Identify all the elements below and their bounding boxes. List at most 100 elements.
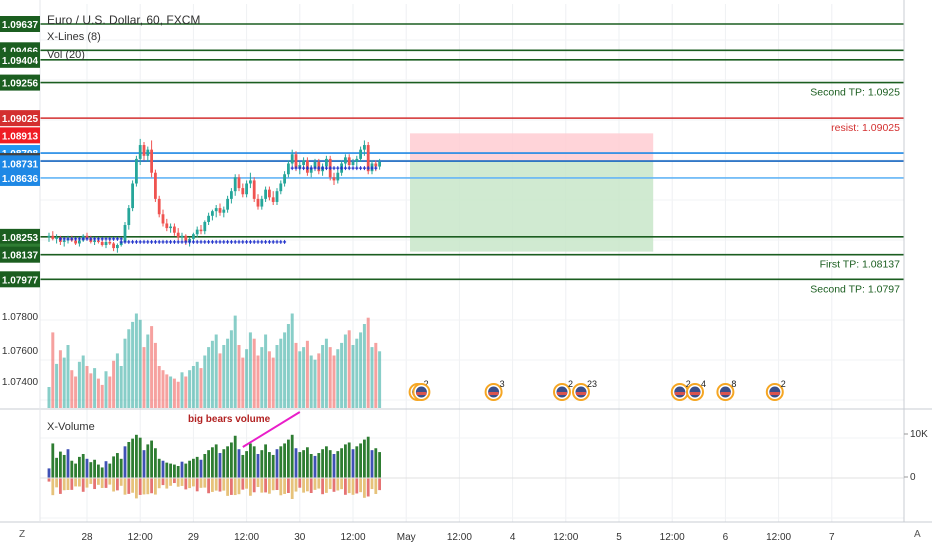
xvolume-bear-bar (161, 478, 165, 486)
xvolume-bear-bar (271, 478, 275, 491)
xvolume-bull-bar (256, 454, 260, 478)
candle-body (344, 157, 347, 164)
event-count: 8 (731, 379, 736, 389)
candle-body (245, 183, 248, 195)
xvolume-bull-bar (336, 451, 340, 478)
xvolume-bull-bar (370, 450, 374, 478)
xvolume-bull-bar (241, 454, 245, 478)
event-flag-icon (674, 392, 685, 395)
candle-body (169, 226, 172, 229)
xvolume-bear-bar (119, 478, 123, 486)
xvolume-bear-bar (146, 478, 150, 495)
xvolume-bull-bar (218, 453, 222, 478)
candle-body (271, 197, 275, 202)
candles (47, 138, 381, 253)
candle-body (131, 183, 134, 209)
xvolume-bull-bar (169, 463, 172, 478)
volume-bar (157, 366, 161, 408)
scale-z-button[interactable]: Z (19, 529, 26, 540)
price-label-text: 1.07977 (2, 275, 39, 286)
indicator-xlines-label[interactable]: X-Lines (8) (47, 31, 101, 43)
price-label-text: 1.08253 (2, 233, 39, 244)
xvolume-bear-bar (290, 478, 294, 499)
xvolume-bear-bar (78, 478, 81, 487)
candle-body (237, 177, 241, 189)
xvolume-bear-bar (275, 478, 279, 490)
xvolume-bear-bar (366, 478, 370, 497)
volume-bar (324, 338, 328, 408)
xvolume-bull-bar (279, 446, 283, 478)
volume-bar (108, 376, 112, 408)
xvolume-bear-bar (230, 478, 233, 495)
candle-body (294, 154, 298, 169)
xvolume-bull-bar (260, 450, 264, 478)
xvolume-bull-bar (290, 434, 294, 478)
price-label-text: 1.09404 (2, 56, 39, 67)
xvolume-bear-bar (370, 478, 374, 490)
candle-body (275, 191, 279, 202)
volume-bar (47, 387, 51, 408)
level-label: resist: 1.09025 (831, 122, 900, 134)
level-lines: Second TP: 1.0925 resist: 1.09025 First TP… (40, 23, 904, 295)
xvolume-bear-bar (184, 478, 188, 490)
candle-body (97, 240, 100, 242)
xvolume-bull-bar (161, 460, 165, 478)
xvolume-bear-bar (135, 478, 138, 499)
xvolume-bull-bar (294, 448, 298, 478)
candle-body (249, 180, 252, 184)
price-label-text: 1.09637 (2, 20, 39, 31)
candle-body (161, 214, 165, 224)
volume-bar (245, 349, 249, 408)
xvolume-bear-bar (93, 478, 96, 490)
xvolume-bull-bar (283, 443, 286, 478)
indicator-vol-label[interactable]: Vol (20) (47, 49, 85, 61)
candle-body (347, 157, 351, 166)
xvolume-bear-bar (85, 478, 89, 488)
volume-bar (332, 355, 336, 408)
candle-body (142, 145, 146, 156)
xvolume-bull-bar (222, 449, 226, 478)
xvolume-bull-bar (309, 454, 313, 478)
candle-body (283, 174, 286, 184)
xvolume-bear-bar (51, 478, 55, 496)
xvolume-bear-bar (306, 478, 309, 492)
xvolume-bear-bar (66, 478, 70, 490)
xvolume-bear-bar (237, 478, 241, 495)
candle-body (93, 240, 96, 242)
xvolume-bear-bar (313, 478, 317, 490)
scale-a-button[interactable]: A (914, 529, 921, 540)
indicator-xvolume-label[interactable]: X-Volume (47, 421, 95, 433)
xvolume-bear-bar (340, 478, 343, 490)
candle-body (226, 198, 229, 210)
xvolume-bull-bar (374, 448, 378, 478)
volume-bar (317, 353, 321, 408)
xvolume-bull-bar (131, 438, 134, 478)
volume-bar (294, 342, 298, 408)
time-tick-label: May (397, 532, 416, 543)
xvolume-bear-bar (249, 478, 252, 496)
volume-bar (218, 353, 222, 408)
xvolume-bear-bar (180, 478, 184, 486)
event-count: 3 (500, 379, 505, 389)
xvolume-bear-bar (355, 478, 359, 494)
xvolume-bear-bar (112, 478, 115, 492)
volume-bar (275, 345, 279, 408)
event-flag-icon (488, 392, 499, 395)
xvolume-bull-bar (351, 449, 355, 478)
candle-body (264, 189, 267, 199)
candle-body (233, 177, 237, 192)
volume-scale-label: 1.07400 (2, 377, 39, 388)
volume-bar (233, 315, 237, 408)
event-count: 4 (701, 379, 706, 389)
xvolume-bull-bar (97, 464, 100, 478)
event-count: 2 (424, 379, 429, 389)
xvolume-bear-bar (294, 478, 298, 492)
candle-body (336, 172, 340, 181)
candle-body (78, 240, 81, 244)
event-markers: 2 3 2 23 2 4 8 2 (408, 379, 786, 401)
price-label-box (0, 74, 40, 91)
xvolume-bull-bar (233, 435, 237, 478)
xvolume-bars (40, 434, 904, 499)
xvolume-bear-bar (59, 478, 62, 494)
